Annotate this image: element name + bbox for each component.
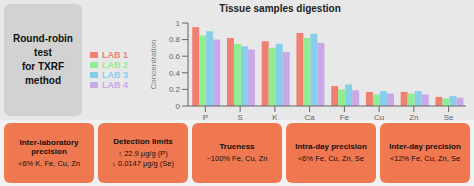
html-text:Inter-laboratory precision: Inter-laboratory precision [19, 137, 79, 157]
svg-text:Zn: Zn [409, 113, 418, 120]
html-text:LAB 2: LAB 2 [102, 59, 128, 70]
svg-text:0.8: 0.8 [169, 35, 181, 44]
svg-text:0.4: 0.4 [169, 69, 181, 78]
html-text:Detection limits: Detection limits [113, 137, 173, 147]
svg-text:Concentration: Concentration [149, 40, 158, 90]
html-text:Tissue samples digestion: Tissue samples digestion [219, 3, 341, 14]
html-text:Intra-day precision: Intra-day precision [295, 142, 367, 152]
html-text:Inter-day precision: Inter-day precision [389, 142, 461, 152]
svg-text:K: K [272, 113, 278, 120]
html-text:LAB 3: LAB 3 [102, 69, 128, 80]
svg-text:Ca: Ca [305, 113, 316, 120]
html-text:<6% K, Fe, Cu, Zn: <6% K, Fe, Cu, Zn [18, 158, 80, 168]
svg-text:0.6: 0.6 [169, 52, 181, 61]
html-text:LAB 1: LAB 1 [102, 49, 128, 60]
html-text:Trueness: Trueness [219, 142, 255, 152]
svg-text:1: 1 [176, 19, 181, 28]
svg-text:P: P [203, 113, 208, 120]
svg-text:0.2: 0.2 [169, 85, 181, 94]
html-text:LAB 4: LAB 4 [102, 79, 128, 90]
svg-text:S: S [237, 113, 242, 120]
html-text:<12% Fe, Cu, Zn, Se: <12% Fe, Cu, Zn, Se [389, 153, 461, 163]
svg-text:Fe: Fe [340, 113, 350, 120]
html-text:Round-robin test for TXRF meth: Round-robin test for TXRF method [13, 33, 73, 86]
html-text:~100% Fe, Cu, Zn: ~100% Fe, Cu, Zn [206, 153, 268, 163]
svg-text:Cu: Cu [374, 113, 384, 120]
svg-text:Se: Se [444, 113, 454, 120]
html-text:↑ 22.9 μg/g (P) ↓ 0.0147 μg/g: ↑ 22.9 μg/g (P) ↓ 0.0147 μg/g (Se) [112, 149, 174, 168]
html-text:<6% Fe, Cu, Zn, Se: <6% Fe, Cu, Zn, Se [298, 153, 364, 163]
svg-text:0: 0 [176, 102, 181, 111]
